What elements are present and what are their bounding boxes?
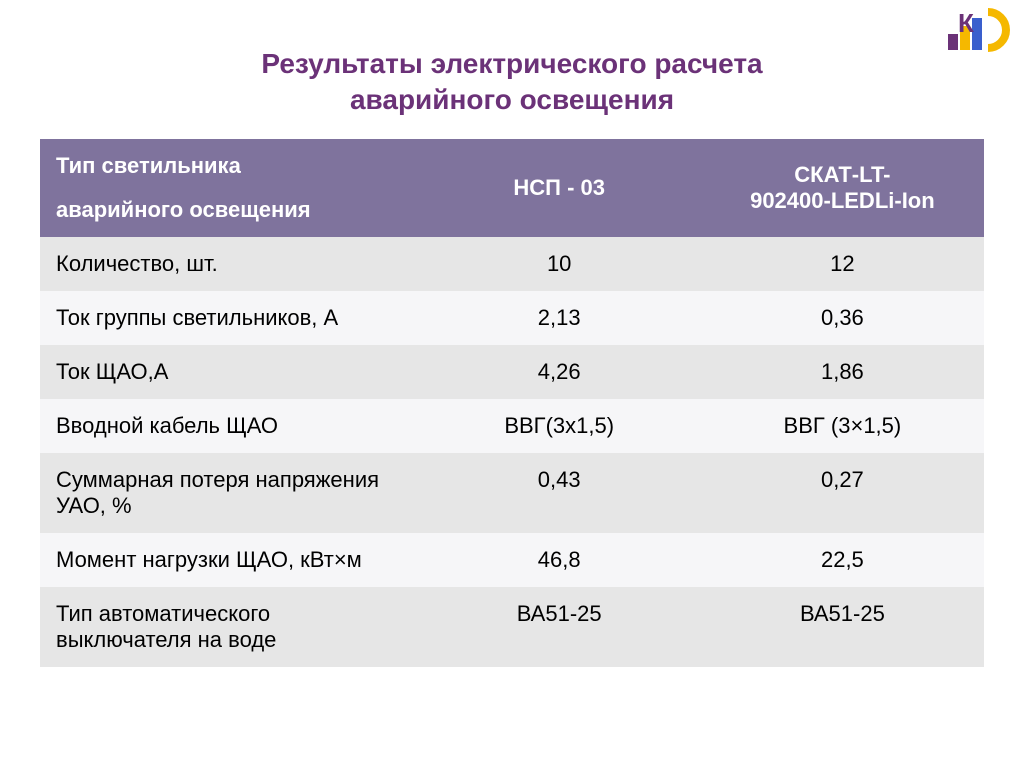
row-label: Суммарная потеря напряжения УАО, % bbox=[40, 453, 418, 533]
table-row: Ток группы светильников, А 2,13 0,36 bbox=[40, 291, 984, 345]
row-value-1: 4,26 bbox=[418, 345, 701, 399]
row-label: Ток ЩАО,А bbox=[40, 345, 418, 399]
row-value-2: 0,36 bbox=[701, 291, 984, 345]
logo-icon: К bbox=[946, 4, 1016, 54]
row-label: Вводной кабель ЩАО bbox=[40, 399, 418, 453]
table-header-row: Тип светильника аварийного освещения НСП… bbox=[40, 139, 984, 237]
header-col2: НСП - 03 bbox=[513, 175, 605, 200]
row-value-1: ВА51-25 bbox=[418, 587, 701, 667]
row-value-1: 46,8 bbox=[418, 533, 701, 587]
table-row: Количество, шт. 10 12 bbox=[40, 237, 984, 291]
header-fixture-type: Тип светильника аварийного освещения bbox=[40, 139, 418, 237]
row-label: Количество, шт. bbox=[40, 237, 418, 291]
header-col3-line1: СКАТ-LT- bbox=[794, 162, 890, 187]
row-value-2: ВА51-25 bbox=[701, 587, 984, 667]
row-label: Момент нагрузки ЩАО, кВт×м bbox=[40, 533, 418, 587]
header-col3-line2: 902400-LEDLi-Ion bbox=[750, 188, 935, 213]
row-value-1: 10 bbox=[418, 237, 701, 291]
header-skat: СКАТ-LT- 902400-LEDLi-Ion bbox=[701, 139, 984, 237]
row-value-2: 1,86 bbox=[701, 345, 984, 399]
table-row: Тип автоматического выключателя на воде … bbox=[40, 587, 984, 667]
title-line2: аварийного освещения bbox=[350, 84, 674, 115]
results-table: Тип светильника аварийного освещения НСП… bbox=[40, 139, 984, 667]
row-label: Ток группы светильников, А bbox=[40, 291, 418, 345]
row-value-1: ВВГ(3х1,5) bbox=[418, 399, 701, 453]
table-row: Вводной кабель ЩАО ВВГ(3х1,5) ВВГ (3×1,5… bbox=[40, 399, 984, 453]
header-nsp: НСП - 03 bbox=[418, 139, 701, 237]
header-col1-line2: аварийного освещения bbox=[56, 197, 402, 223]
svg-text:К: К bbox=[958, 8, 974, 38]
row-value-1: 2,13 bbox=[418, 291, 701, 345]
row-value-2: ВВГ (3×1,5) bbox=[701, 399, 984, 453]
row-label: Тип автоматического выключателя на воде bbox=[40, 587, 418, 667]
title-line1: Результаты электрического расчета bbox=[261, 48, 762, 79]
row-value-2: 0,27 bbox=[701, 453, 984, 533]
row-value-2: 22,5 bbox=[701, 533, 984, 587]
table-row: Ток ЩАО,А 4,26 1,86 bbox=[40, 345, 984, 399]
page-title: Результаты электрического расчета аварий… bbox=[0, 0, 1024, 139]
results-table-container: Тип светильника аварийного освещения НСП… bbox=[40, 139, 984, 667]
header-col1-line1: Тип светильника bbox=[56, 153, 241, 178]
table-row: Момент нагрузки ЩАО, кВт×м 46,8 22,5 bbox=[40, 533, 984, 587]
row-value-1: 0,43 bbox=[418, 453, 701, 533]
table-row: Суммарная потеря напряжения УАО, % 0,43 … bbox=[40, 453, 984, 533]
row-value-2: 12 bbox=[701, 237, 984, 291]
